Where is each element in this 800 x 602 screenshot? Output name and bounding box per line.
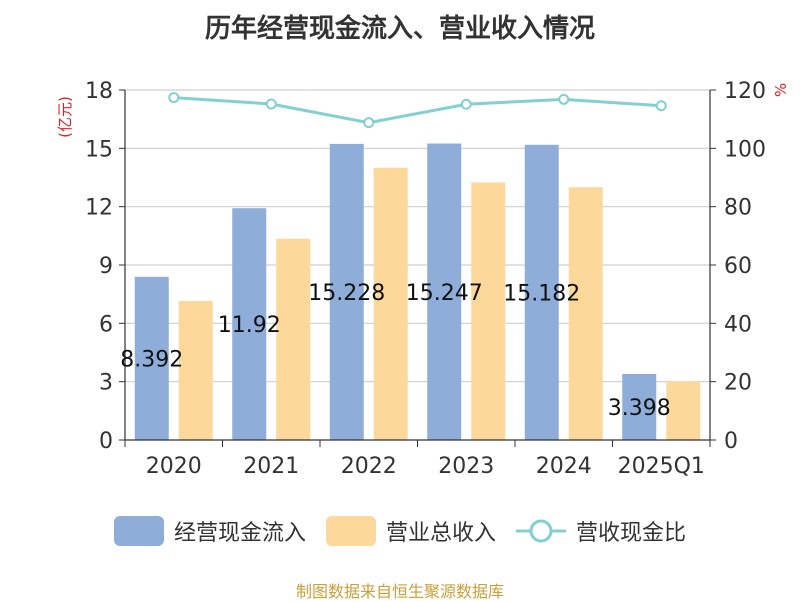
x-tick-label: 2023	[438, 454, 494, 479]
bar-revenue	[568, 187, 603, 440]
bar-revenue	[276, 238, 311, 440]
legend-item-revenue[interactable]: 营业总收入	[325, 515, 496, 547]
data-label-cash-inflow: 15.182	[503, 281, 580, 306]
x-tick-label: 2021	[243, 454, 299, 479]
y-left-tick-label: 9	[99, 254, 113, 279]
legend-label-cash-ratio: 营收现金比	[576, 521, 687, 546]
data-label-cash-inflow: 15.247	[406, 281, 483, 306]
legend-item-cash-inflow[interactable]: 经营现金流入	[113, 515, 306, 547]
x-tick-label: 2022	[341, 454, 397, 479]
point-cash-ratio	[460, 98, 472, 110]
point-cash-ratio	[558, 93, 570, 105]
data-label-cash-inflow: 11.92	[218, 313, 281, 338]
y-left-axis-title: (亿元)	[56, 96, 74, 138]
legend-swatch-cash-ratio	[516, 519, 566, 543]
bar-revenue	[373, 167, 408, 440]
bar-revenue	[178, 300, 213, 440]
y-left-tick-label: 12	[85, 196, 113, 221]
bar-revenue	[471, 182, 506, 440]
y-left-tick-label: 18	[85, 79, 113, 104]
y-right-tick-label: 20	[724, 371, 752, 396]
point-cash-ratio	[168, 92, 180, 104]
legend-swatch-revenue	[325, 516, 376, 546]
legend-swatch-cash-inflow	[113, 516, 164, 546]
point-cash-ratio	[655, 100, 667, 112]
chart-title: 历年经营现金流入、营业收入情况	[204, 14, 595, 44]
line-cash-ratio	[173, 96, 662, 125]
y-left-tick-label: 15	[85, 137, 113, 162]
bar-cash-inflow	[329, 143, 364, 440]
point-cash-ratio	[265, 98, 277, 110]
bar-cash-inflow	[524, 144, 559, 441]
y-left-tick-label: 6	[99, 312, 113, 337]
y-right-tick-label: 100	[724, 137, 766, 162]
bar-revenue	[666, 381, 701, 440]
y-left-tick-label: 0	[99, 429, 113, 454]
bar-cash-inflow	[134, 276, 169, 440]
bar-cash-inflow	[232, 208, 267, 440]
data-label-cash-inflow: 15.228	[308, 281, 385, 306]
y-right-tick-label: 40	[724, 312, 752, 337]
y-right-tick-label: 60	[724, 254, 752, 279]
y-left-tick-label: 3	[99, 371, 113, 396]
y-right-tick-label: 80	[724, 196, 752, 221]
legend-label-cash-inflow: 经营现金流入	[173, 521, 306, 546]
data-label-cash-inflow: 3.398	[608, 396, 671, 421]
legend-label-revenue: 营业总收入	[385, 521, 496, 546]
x-tick-label: 2025Q1	[618, 454, 705, 479]
footer-source: 制图数据来自恒生聚源数据库	[295, 582, 504, 601]
bar-cash-inflow	[427, 143, 462, 440]
x-tick-label: 2024	[536, 454, 592, 479]
y-right-tick-label: 120	[724, 79, 766, 104]
y-right-axis-title: %	[772, 83, 790, 97]
legend: 经营现金流入 营业总收入 营收现金比	[0, 515, 800, 547]
point-cash-ratio	[363, 117, 375, 129]
data-label-cash-inflow: 8.392	[120, 347, 183, 372]
bar-cash-inflow	[622, 373, 657, 440]
x-tick-label: 2020	[146, 454, 202, 479]
legend-item-cash-ratio[interactable]: 营收现金比	[516, 515, 686, 547]
y-right-tick-label: 0	[724, 429, 738, 454]
